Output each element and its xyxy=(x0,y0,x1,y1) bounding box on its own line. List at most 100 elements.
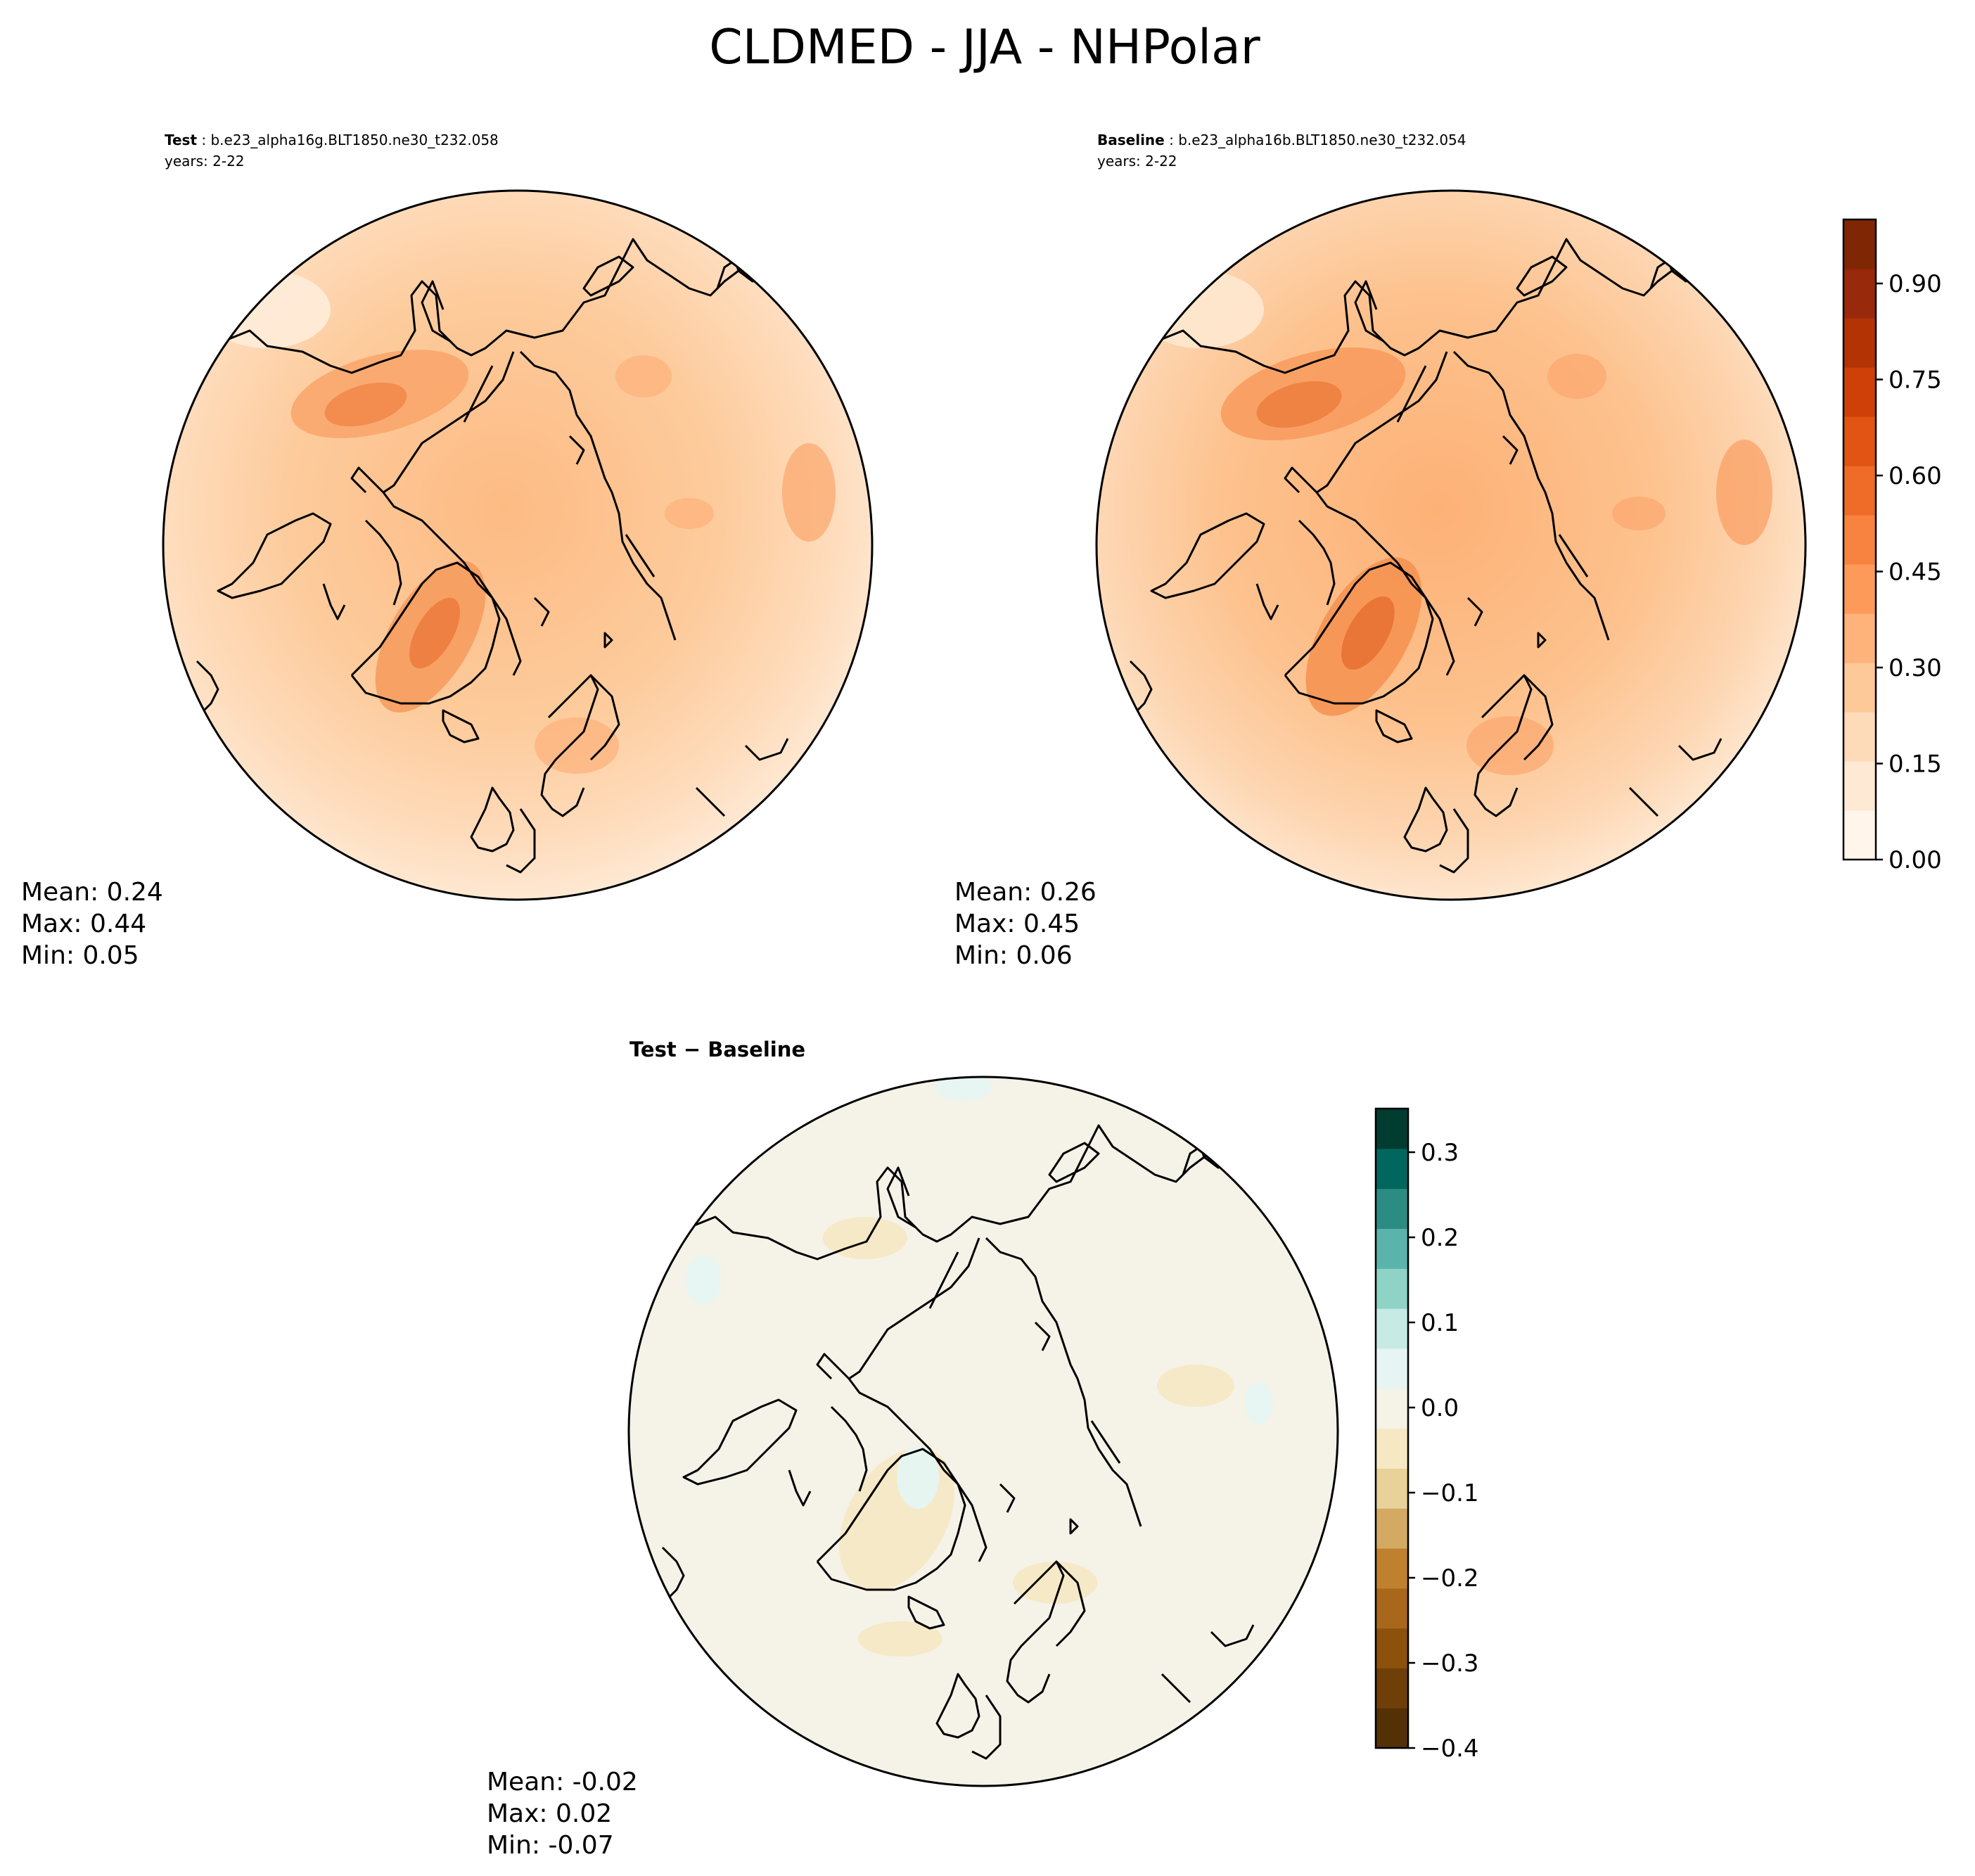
diff-map xyxy=(629,1077,1338,1786)
main-colorbar-band xyxy=(1843,613,1876,663)
baseline-stats: Mean: 0.26 Max: 0.45 Min: 0.06 xyxy=(954,878,1097,970)
main-colorbar-tick-label: 0.90 xyxy=(1888,270,1942,298)
test-stats: Mean: 0.24 Max: 0.44 Min: 0.05 xyxy=(21,878,163,970)
diff-map-coastlines xyxy=(661,1124,1255,1760)
main-colorbar-band xyxy=(1843,219,1876,269)
baseline-map-high-atlantic xyxy=(1466,716,1554,775)
diff-colorbar-band xyxy=(1376,1228,1408,1269)
diff-colorbar-band xyxy=(1376,1508,1408,1549)
main-colorbar-tick-label: 0.45 xyxy=(1888,559,1942,587)
diff-colorbar-tick-label: −0.3 xyxy=(1421,1650,1479,1678)
baseline-case-name: b.e23_alpha16b.BLT1850.ne30_t232.054 xyxy=(1178,132,1466,148)
diff-colorbar-band xyxy=(1376,1109,1408,1149)
diff-colorbar-band xyxy=(1376,1268,1408,1309)
diff-map-field xyxy=(629,1077,1338,1786)
diff-colorbar-band xyxy=(1376,1348,1408,1389)
main-colorbar-frame xyxy=(1842,218,1877,861)
diff-title: Test − Baseline xyxy=(629,1038,805,1061)
main-colorbar-tick-label: 0.60 xyxy=(1888,462,1942,490)
test-stat-max: Max: 0.44 xyxy=(21,910,146,938)
baseline-map-high-pacific xyxy=(1547,354,1606,399)
diff-colorbar-tick-label: −0.2 xyxy=(1421,1564,1479,1593)
diff-stats: Mean: -0.02 Max: 0.02 Min: -0.07 xyxy=(487,1768,638,1860)
diff-stat-mean: Mean: -0.02 xyxy=(487,1768,638,1797)
diff-colorbar-tick-label: 0.1 xyxy=(1421,1309,1459,1337)
test-map xyxy=(163,191,872,900)
diff-colorbar-band xyxy=(1376,1708,1408,1749)
test-map-high-siberia-core xyxy=(324,382,407,427)
diff-colorbar-band xyxy=(1376,1668,1408,1709)
baseline-header: Baseline : b.e23_alpha16b.BLT1850.ne30_t… xyxy=(1097,132,1466,148)
baseline-map-boundary xyxy=(1095,189,1807,901)
main-colorbar-tick-label: 0.15 xyxy=(1888,751,1942,779)
diff-colorbar-band xyxy=(1376,1468,1408,1509)
test-map-boundary xyxy=(162,189,874,901)
main-colorbar-tick-label: 0.00 xyxy=(1888,846,1942,874)
baseline-map-high-alaska xyxy=(1716,440,1772,545)
diff-map-neg-europe xyxy=(1013,1562,1097,1604)
diff-colorbar-tick-label: −0.1 xyxy=(1421,1479,1479,1507)
diff-colorbar-band xyxy=(1376,1148,1408,1189)
test-map-high-alaska xyxy=(782,443,836,542)
main-colorbar-band xyxy=(1843,269,1876,319)
main-colorbar-band xyxy=(1843,564,1876,614)
baseline-label: Baseline xyxy=(1097,132,1165,148)
test-stat-min: Min: 0.05 xyxy=(21,941,139,970)
test-years: years: 2-22 xyxy=(165,153,245,170)
baseline-panel: Baseline : b.e23_alpha16b.BLT1850.ne30_t… xyxy=(954,132,1807,970)
baseline-map xyxy=(1097,191,1805,900)
test-header: Test : b.e23_alpha16g.BLT1850.ne30_t232.… xyxy=(165,132,499,148)
test-map-high-atlantic xyxy=(535,717,619,774)
diff-colorbar-band xyxy=(1376,1388,1408,1429)
baseline-stat-max: Max: 0.45 xyxy=(954,910,1080,938)
diff-stat-min: Min: -0.07 xyxy=(487,1831,614,1860)
diff-colorbar-tick-label: 0.2 xyxy=(1421,1224,1459,1252)
diff-map-neg-atlantic xyxy=(858,1621,942,1657)
baseline-stat-mean: Mean: 0.26 xyxy=(954,878,1097,907)
diff-colorbar-band xyxy=(1376,1308,1408,1349)
main-colorbar-band xyxy=(1843,367,1876,417)
test-map-high-greenland-core xyxy=(409,597,460,669)
diff-map-pos-north xyxy=(935,1077,992,1101)
diff-colorbar-tick-label: −0.4 xyxy=(1421,1735,1479,1763)
baseline-map-low-edge xyxy=(1137,271,1264,348)
main-colorbar-band xyxy=(1843,416,1876,466)
baseline-map-high-greenland-core xyxy=(1341,596,1395,670)
diff-colorbar: 0.3 0.2 0.1 0.0 −0.1 −0.2 −0.3 −0.4 xyxy=(1374,1107,1479,1763)
diff-map-pos-east xyxy=(1245,1382,1273,1424)
diff-map-neg-pacific xyxy=(1157,1365,1234,1407)
main-colorbar-tick-label: 0.30 xyxy=(1888,654,1942,682)
test-map-high-canada xyxy=(665,498,714,529)
diff-colorbar-frame xyxy=(1374,1107,1410,1749)
diff-colorbar-band xyxy=(1376,1628,1408,1668)
figure-title: CLDMED - JJA - NHPolar xyxy=(709,20,1260,75)
diff-map-pos-edge xyxy=(686,1256,721,1305)
test-label: Test xyxy=(165,132,197,148)
diff-panel: Test − Baseline xyxy=(487,1038,1339,1860)
main-colorbar-band xyxy=(1843,515,1876,565)
diff-colorbar-tick-label: 0.0 xyxy=(1421,1394,1459,1422)
baseline-map-high-canada xyxy=(1612,497,1666,530)
main-colorbar-tick-label: 0.75 xyxy=(1888,366,1942,395)
diff-colorbar-band xyxy=(1376,1548,1408,1589)
diff-map-boundary xyxy=(627,1076,1339,1787)
diff-colorbar-band xyxy=(1376,1588,1408,1629)
main-colorbar-band xyxy=(1843,663,1876,713)
baseline-map-high-siberia-core xyxy=(1256,381,1342,428)
main-colorbar-band xyxy=(1843,466,1876,516)
main-colorbar-band xyxy=(1843,810,1876,860)
diff-colorbar-band xyxy=(1376,1428,1408,1469)
test-map-low-edge xyxy=(204,271,331,348)
diff-stat-max: Max: 0.02 xyxy=(487,1799,612,1828)
main-colorbar-band xyxy=(1843,761,1876,811)
main-colorbar: 0.00 0.15 0.30 0.45 0.60 0.75 0.90 xyxy=(1842,218,1942,874)
baseline-stat-min: Min: 0.06 xyxy=(954,941,1073,970)
baseline-years: years: 2-22 xyxy=(1097,153,1177,170)
diff-colorbar-band xyxy=(1376,1188,1408,1230)
diff-map-pos-canada xyxy=(897,1446,939,1509)
main-colorbar-band xyxy=(1843,318,1876,368)
test-case-name: b.e23_alpha16g.BLT1850.ne30_t232.058 xyxy=(210,132,498,148)
main-colorbar-band xyxy=(1843,712,1876,762)
test-stat-mean: Mean: 0.24 xyxy=(21,878,163,907)
